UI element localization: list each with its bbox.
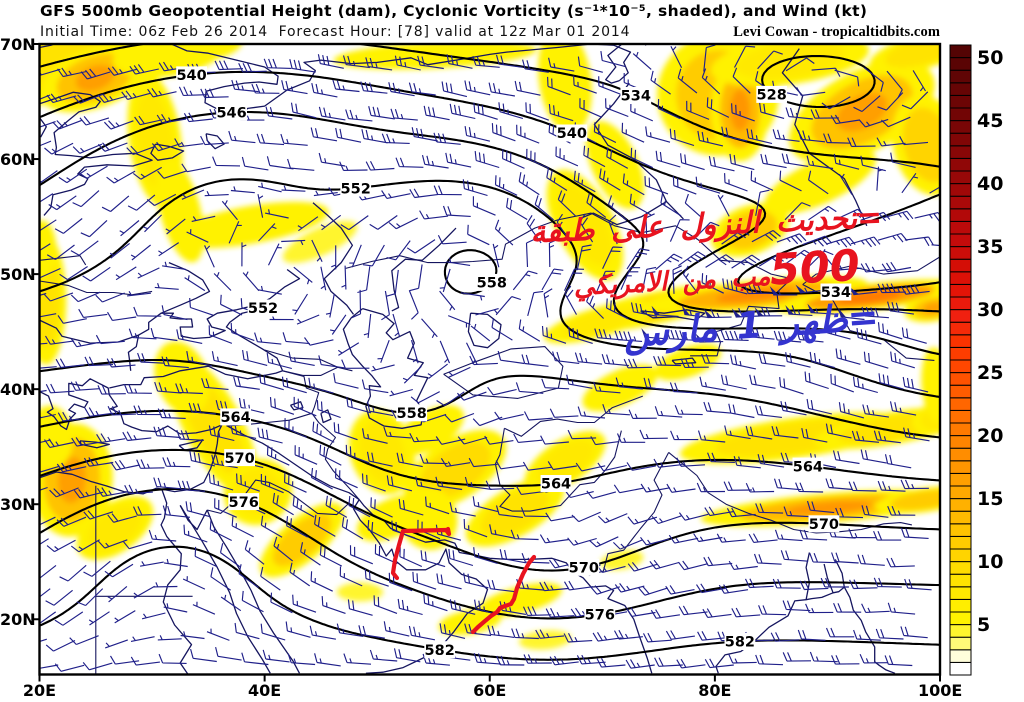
colorbar-tick-30: 30 [977,298,1004,321]
svg-text:582: 582 [425,643,455,659]
colorbar-tick-45: 45 [977,109,1004,132]
annotation-arabic-line2-text: مب من الامريكي [573,261,772,302]
svg-text:564: 564 [220,410,250,426]
red-annotation-path-layer [390,526,537,635]
axis-ticks [32,43,941,682]
x-tick-label-60E: 60E [473,680,507,700]
colorbar-tick-15: 15 [977,487,1004,510]
colorbar-tick-10: 10 [977,550,1004,573]
colorbar-tick-50: 50 [977,46,1004,69]
y-tick-label-40N: 40N [0,380,36,400]
svg-text:570: 570 [224,451,254,467]
x-tick-label-80E: 80E [698,680,732,700]
x-tick-label-40E: 40E [248,680,282,700]
chart-title: GFS 500mb Geopotential Height (dam), Cyc… [40,2,868,20]
x-tick-label-20E: 20E [22,680,57,700]
svg-text:576: 576 [585,608,615,624]
colorbar-tick-25: 25 [977,361,1004,384]
contour-label-layer: 540 546 552 552 558 558 564 564 564 570 570 570 576 5… [176,66,852,659]
chart-subtitle: Initial Time: 06z Feb 26 2014 Forecast H… [40,24,631,40]
svg-text:552: 552 [248,301,278,317]
svg-text:564: 564 [541,477,571,493]
svg-text:528: 528 [757,88,787,104]
svg-text:540: 540 [557,126,587,142]
colorbar-tick-40: 40 [977,172,1004,195]
colorbar [949,44,972,676]
svg-text:564: 564 [793,459,823,475]
svg-text:570: 570 [809,517,839,533]
map-frame [38,42,942,676]
colorbar-tick-5: 5 [977,613,991,636]
svg-text:582: 582 [725,635,755,651]
svg-text:534: 534 [621,89,651,105]
credit-text: Levi Cowan - tropicaltidbits.com [733,24,940,40]
svg-text:570: 570 [569,561,599,577]
annotation-500-number: 500 [769,241,862,296]
svg-text:576: 576 [229,495,259,511]
y-tick-label-70N: 70N [0,35,36,54]
y-tick-label-20N: 20N [0,610,36,630]
y-tick-label-60N: 60N [0,150,36,170]
svg-text:558: 558 [477,276,507,292]
svg-text:540: 540 [176,68,206,84]
y-tick-label-50N: 50N [0,265,36,285]
svg-text:552: 552 [341,181,371,197]
svg-text:546: 546 [216,106,246,122]
colorbar-tick-35: 35 [977,235,1004,258]
svg-text:534: 534 [821,285,851,301]
x-tick-label-100E: 100E [918,680,963,700]
colorbar-tick-20: 20 [977,424,1004,447]
svg-text:558: 558 [397,406,427,422]
y-tick-label-30N: 30N [0,495,36,515]
